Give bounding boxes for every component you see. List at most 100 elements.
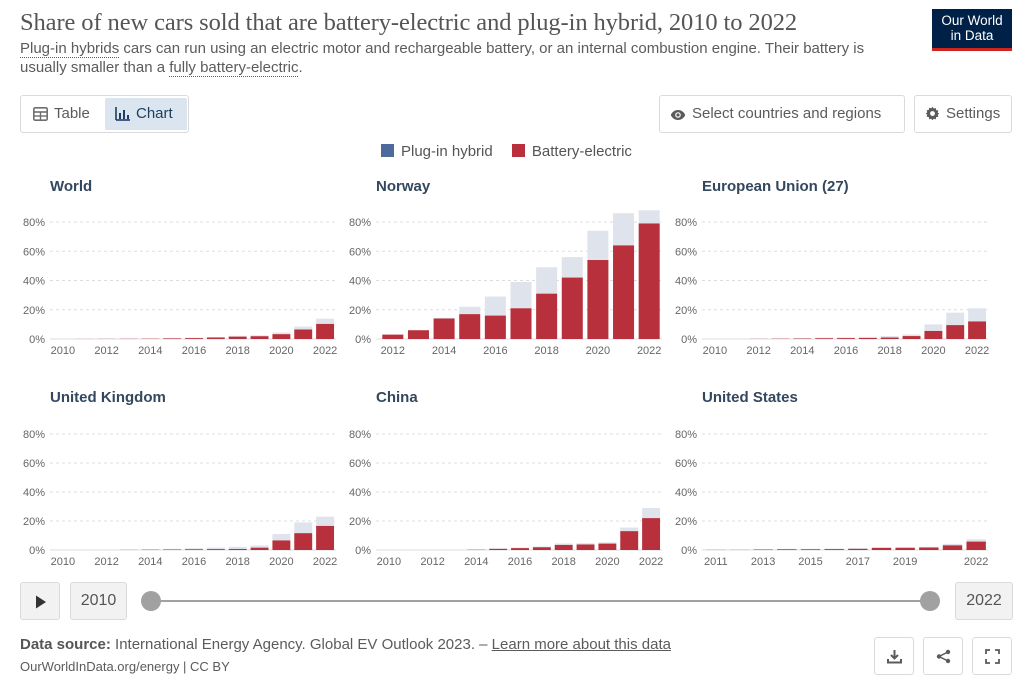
settings-label: Settings (946, 105, 1001, 122)
x-tick-label: 2014 (432, 345, 456, 357)
bar-battery-electric (228, 336, 247, 339)
select-countries-button[interactable]: Select countries and regions (659, 95, 905, 133)
bar-battery-electric (532, 547, 551, 550)
table-icon (33, 107, 48, 121)
facet-norway: Norway 0% 20% 40% 60% 80% 2012 2014 2016 2018 2020… (349, 178, 662, 357)
learn-more-link[interactable]: Learn more about this data (491, 636, 671, 653)
y-tick-label: 60% (349, 246, 371, 258)
x-tick-label: 2020 (921, 345, 945, 357)
bar-battery-electric (459, 314, 481, 339)
bar-plugin-hybrid (228, 335, 247, 337)
bar-battery-electric (620, 531, 639, 550)
timeline-start-year[interactable]: 2010 (70, 582, 127, 620)
bar-plugin-hybrid (316, 516, 335, 526)
owid-logo[interactable]: Our World in Data (932, 9, 1012, 51)
bar-plugin-hybrid (880, 336, 899, 338)
play-button[interactable] (20, 582, 60, 620)
bar-battery-electric (815, 338, 834, 339)
faceted-bar-charts: World 0% 20% 40% 60% 80% 2010 2012 2014 2016 2018 2… (23, 178, 989, 568)
bar-plugin-hybrid (824, 548, 844, 550)
bar-battery-electric (484, 315, 506, 339)
settings-button[interactable]: Settings (914, 95, 1012, 133)
x-tick-label: 2018 (551, 556, 575, 568)
x-tick-label: 2012 (94, 556, 118, 568)
bar-plugin-hybrid (554, 543, 573, 545)
facet-title: World (50, 178, 92, 195)
y-tick-label: 20% (675, 305, 697, 317)
y-tick-label: 40% (23, 487, 45, 499)
bar-plugin-hybrid (484, 296, 506, 316)
data-source-label: Data source: (20, 636, 111, 653)
y-tick-label: 0% (355, 334, 371, 346)
legend-item-battery-electric[interactable]: Battery-electric (511, 143, 632, 160)
bar-battery-electric (966, 541, 986, 550)
facet-china: China 0% 20% 40% 60% 80% 2010 2012 2014 2016 2018 2… (349, 389, 663, 568)
timeline-start-handle[interactable] (141, 591, 161, 611)
bar-plugin-hybrid (511, 547, 529, 549)
x-tick-label: 2015 (798, 556, 822, 568)
facet-united-kingdom: United Kingdom 0% 20% 40% 60% 80% 2010 2012 2014… (23, 389, 337, 568)
y-tick-label: 80% (23, 429, 45, 441)
timeline-end-year[interactable]: 2022 (955, 582, 1013, 620)
x-tick-label: 2014 (790, 345, 814, 357)
bar-battery-electric (902, 336, 921, 339)
data-source: Data source: International Energy Agency… (20, 636, 671, 653)
tab-table[interactable]: Table (23, 98, 103, 130)
y-tick-label: 0% (355, 545, 371, 557)
x-tick-label: 2022 (639, 556, 663, 568)
select-countries-label: Select countries and regions (692, 105, 882, 122)
x-tick-label: 2016 (182, 345, 206, 357)
bar-battery-electric (587, 260, 609, 339)
bar-battery-electric (576, 544, 595, 550)
timeline-slider-track[interactable] (150, 600, 930, 602)
logo-line-1: Our World (941, 13, 1003, 28)
legend-item-plugin-hybrid[interactable]: Plug-in hybrid (381, 143, 493, 160)
bar-plugin-hybrid (272, 534, 291, 541)
facet-title: United States (702, 389, 798, 406)
plugin-hybrids-link[interactable]: Plug-in hybrids (20, 40, 120, 58)
bar-battery-electric (185, 338, 203, 339)
bar-plugin-hybrid (206, 336, 225, 338)
tab-table-label: Table (54, 105, 90, 122)
bar-plugin-hybrid (946, 312, 965, 326)
y-tick-label: 40% (675, 487, 697, 499)
x-tick-label: 2018 (225, 345, 249, 357)
bar-battery-electric (272, 334, 291, 339)
y-tick-label: 40% (349, 487, 371, 499)
eye-icon (670, 110, 686, 120)
bar-plugin-hybrid (561, 257, 583, 278)
fullscreen-button[interactable] (972, 637, 1012, 675)
bar-battery-electric (946, 325, 965, 339)
bar-battery-electric (511, 548, 529, 550)
x-tick-label: 2010 (377, 556, 401, 568)
timeline-end-handle[interactable] (920, 591, 940, 611)
bar-battery-electric (880, 337, 899, 339)
y-tick-label: 0% (681, 334, 697, 346)
x-tick-label: 2014 (464, 556, 488, 568)
battery-electric-link[interactable]: fully battery-electric (169, 59, 299, 77)
bar-battery-electric (250, 547, 269, 550)
share-button[interactable] (923, 637, 963, 675)
x-tick-label: 2010 (51, 556, 75, 568)
bar-plugin-hybrid (858, 336, 877, 338)
bar-battery-electric (554, 544, 573, 550)
x-tick-label: 2020 (269, 345, 293, 357)
bar-plugin-hybrid (294, 522, 313, 534)
bar-plugin-hybrid (620, 527, 639, 532)
y-tick-label: 20% (349, 305, 371, 317)
y-tick-label: 0% (29, 334, 45, 346)
x-tick-label: 2016 (834, 345, 858, 357)
x-tick-label: 2012 (746, 345, 770, 357)
bar-battery-electric (561, 277, 583, 339)
bar-battery-electric (206, 337, 225, 339)
bar-plugin-hybrid (942, 543, 963, 546)
tab-chart[interactable]: Chart (105, 98, 187, 130)
x-tick-label: 2010 (703, 345, 727, 357)
x-tick-label: 2014 (138, 345, 162, 357)
facet-title: Norway (376, 178, 431, 195)
bar-plugin-hybrid (871, 546, 892, 548)
download-button[interactable] (874, 637, 914, 675)
bar-plugin-hybrid (613, 213, 635, 246)
y-tick-label: 20% (349, 516, 371, 528)
view-tabs: Table Chart (20, 95, 189, 133)
